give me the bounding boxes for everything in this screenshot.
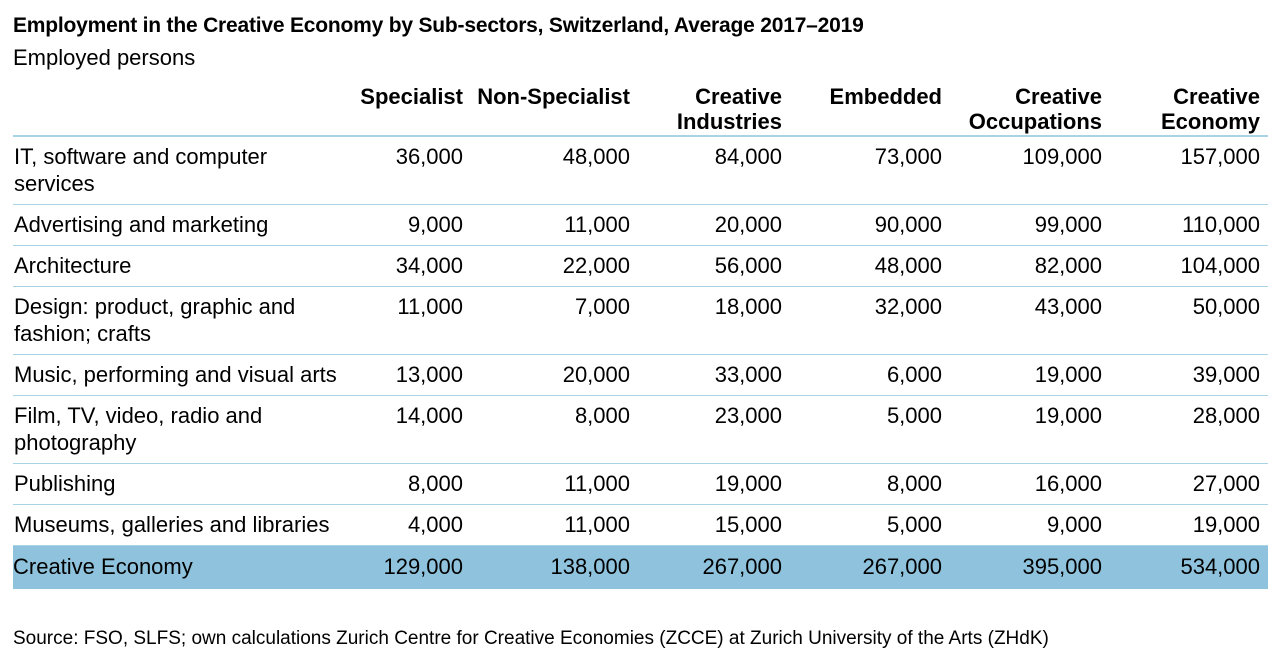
page-title: Employment in the Creative Economy by Su…: [13, 14, 864, 37]
value-cell: 104,000: [1102, 245, 1268, 288]
value-cell: 84,000: [630, 136, 782, 206]
row-label: Music, performing and visual arts: [13, 354, 348, 397]
value-cell: 19,000: [630, 463, 782, 506]
table-row: Architecture 34,000 22,000 56,000 48,000 82,0…: [13, 245, 1268, 288]
value-cell: 8,000: [348, 463, 463, 506]
column-header: Embedded: [782, 84, 942, 138]
table-row: Publishing 8,000 11,000 19,000 8,000 16,000 27…: [13, 463, 1268, 506]
table-row: Film, TV, video, radio and photography 14…: [13, 395, 1268, 465]
row-label: Publishing: [13, 463, 348, 506]
value-cell: 11,000: [463, 504, 630, 547]
value-cell: 9,000: [942, 504, 1102, 547]
value-cell: 99,000: [942, 204, 1102, 247]
value-cell: 22,000: [463, 245, 630, 288]
row-label: Film, TV, video, radio and photography: [13, 395, 348, 465]
value-cell: 82,000: [942, 245, 1102, 288]
value-cell: 50,000: [1102, 286, 1268, 356]
value-cell: 129,000: [348, 545, 463, 590]
value-cell: 48,000: [782, 245, 942, 288]
column-header: Creative Industries: [630, 84, 782, 138]
table-row: IT, software and computer services 36,000…: [13, 136, 1268, 206]
value-cell: 20,000: [463, 354, 630, 397]
table-row: Design: product, graphic and fashion; cr…: [13, 286, 1268, 356]
table-body: IT, software and computer services 36,000…: [13, 136, 1268, 590]
employment-table: Specialist Non-Specialist Creative Industr…: [13, 84, 1268, 590]
value-cell: 4,000: [348, 504, 463, 547]
column-header: Non-Specialist: [463, 84, 630, 138]
table-row: Music, performing and visual arts 13,000 2…: [13, 354, 1268, 397]
value-cell: 534,000: [1102, 545, 1268, 590]
table-row: Advertising and marketing 9,000 11,000 20,0…: [13, 204, 1268, 247]
value-cell: 32,000: [782, 286, 942, 356]
row-label: Design: product, graphic and fashion; cr…: [13, 286, 348, 356]
row-label: IT, software and computer services: [13, 136, 348, 206]
value-cell: 19,000: [942, 354, 1102, 397]
value-cell: 138,000: [463, 545, 630, 590]
table-row: Museums, galleries and libraries 4,000 11,…: [13, 504, 1268, 547]
column-header: Specialist: [348, 84, 463, 138]
value-cell: 14,000: [348, 395, 463, 465]
value-cell: 43,000: [942, 286, 1102, 356]
row-label: Advertising and marketing: [13, 204, 348, 247]
value-cell: 56,000: [630, 245, 782, 288]
value-cell: 5,000: [782, 504, 942, 547]
value-cell: 73,000: [782, 136, 942, 206]
value-cell: 23,000: [630, 395, 782, 465]
value-cell: 8,000: [463, 395, 630, 465]
column-header: Creative Occupations: [942, 84, 1102, 138]
value-cell: 109,000: [942, 136, 1102, 206]
row-label: Museums, galleries and libraries: [13, 504, 348, 547]
value-cell: 19,000: [942, 395, 1102, 465]
value-cell: 36,000: [348, 136, 463, 206]
value-cell: 34,000: [348, 245, 463, 288]
value-cell: 48,000: [463, 136, 630, 206]
value-cell: 7,000: [463, 286, 630, 356]
value-cell: 6,000: [782, 354, 942, 397]
value-cell: 11,000: [463, 204, 630, 247]
row-label: Creative Economy: [13, 545, 348, 590]
value-cell: 8,000: [782, 463, 942, 506]
total-row: Creative Economy 129,000 138,000 267,000 267…: [13, 545, 1268, 590]
value-cell: 90,000: [782, 204, 942, 247]
table-header-row: Specialist Non-Specialist Creative Industr…: [13, 84, 1268, 138]
source-note: Source: FSO, SLFS; own calculations Zuri…: [13, 628, 1049, 650]
row-label: Architecture: [13, 245, 348, 288]
column-header: Creative Economy: [1102, 84, 1268, 138]
value-cell: 110,000: [1102, 204, 1268, 247]
value-cell: 395,000: [942, 545, 1102, 590]
value-cell: 11,000: [463, 463, 630, 506]
value-cell: 9,000: [348, 204, 463, 247]
column-header-sector: [13, 84, 348, 138]
value-cell: 27,000: [1102, 463, 1268, 506]
value-cell: 267,000: [630, 545, 782, 590]
value-cell: 39,000: [1102, 354, 1268, 397]
value-cell: 19,000: [1102, 504, 1268, 547]
value-cell: 267,000: [782, 545, 942, 590]
value-cell: 15,000: [630, 504, 782, 547]
unit-label: Employed persons: [13, 45, 196, 71]
value-cell: 20,000: [630, 204, 782, 247]
value-cell: 18,000: [630, 286, 782, 356]
value-cell: 16,000: [942, 463, 1102, 506]
value-cell: 5,000: [782, 395, 942, 465]
value-cell: 33,000: [630, 354, 782, 397]
value-cell: 157,000: [1102, 136, 1268, 206]
value-cell: 13,000: [348, 354, 463, 397]
value-cell: 11,000: [348, 286, 463, 356]
value-cell: 28,000: [1102, 395, 1268, 465]
